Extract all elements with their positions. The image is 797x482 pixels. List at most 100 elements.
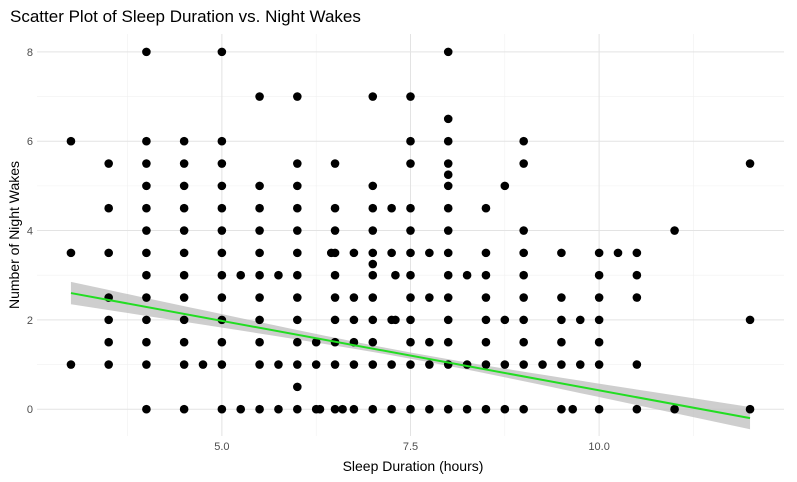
data-point bbox=[142, 226, 151, 235]
data-point bbox=[387, 360, 396, 369]
data-point bbox=[217, 248, 227, 258]
data-point bbox=[293, 404, 302, 414]
data-point bbox=[217, 136, 227, 146]
data-point bbox=[632, 360, 642, 369]
data-point bbox=[330, 270, 340, 280]
data-point bbox=[274, 360, 283, 369]
data-point bbox=[236, 404, 246, 414]
data-point bbox=[632, 404, 642, 414]
data-point bbox=[179, 203, 189, 213]
data-point bbox=[217, 293, 227, 302]
data-point bbox=[481, 203, 491, 213]
data-point bbox=[632, 270, 642, 280]
data-point bbox=[330, 293, 340, 302]
data-point bbox=[255, 181, 264, 191]
y-tick-label: 8 bbox=[27, 47, 33, 59]
data-point bbox=[443, 248, 453, 258]
data-point bbox=[632, 293, 642, 302]
data-point bbox=[594, 315, 604, 325]
data-point bbox=[179, 136, 189, 146]
data-point bbox=[142, 181, 151, 191]
data-point bbox=[142, 315, 151, 325]
data-point bbox=[481, 360, 491, 369]
y-tick-label: 0 bbox=[27, 404, 33, 416]
data-point bbox=[255, 293, 264, 302]
data-point bbox=[368, 404, 378, 414]
data-point bbox=[255, 270, 264, 280]
data-point bbox=[368, 203, 378, 213]
data-point bbox=[142, 248, 151, 258]
data-point bbox=[406, 248, 415, 258]
data-point bbox=[557, 404, 566, 414]
data-point bbox=[274, 270, 283, 280]
data-point bbox=[594, 404, 604, 414]
data-point bbox=[368, 92, 378, 101]
data-point bbox=[179, 315, 189, 325]
chart-title: Scatter Plot of Sleep Duration vs. Night… bbox=[10, 7, 361, 26]
data-point bbox=[293, 382, 302, 392]
data-point bbox=[538, 360, 547, 369]
data-point bbox=[293, 270, 302, 280]
data-point bbox=[179, 360, 189, 369]
data-point bbox=[255, 337, 264, 347]
data-point bbox=[575, 360, 585, 369]
data-point bbox=[425, 404, 434, 414]
y-tick-label: 2 bbox=[27, 315, 33, 327]
data-point bbox=[330, 159, 340, 168]
data-point bbox=[293, 248, 302, 258]
data-point bbox=[443, 315, 453, 325]
data-point bbox=[575, 315, 585, 325]
data-point bbox=[500, 315, 510, 325]
data-point bbox=[519, 360, 528, 369]
data-point bbox=[368, 248, 378, 258]
data-point bbox=[255, 248, 264, 258]
data-point bbox=[519, 159, 528, 168]
data-point bbox=[179, 404, 189, 414]
data-point bbox=[443, 181, 453, 191]
data-point bbox=[519, 226, 528, 235]
data-point bbox=[255, 404, 264, 414]
data-point bbox=[179, 293, 189, 302]
data-point bbox=[293, 181, 302, 191]
data-point bbox=[179, 337, 189, 347]
data-point bbox=[443, 203, 453, 213]
data-point bbox=[368, 315, 378, 325]
x-tick-label: 10.0 bbox=[588, 441, 609, 453]
data-point bbox=[142, 203, 151, 213]
data-point bbox=[557, 248, 566, 258]
data-point bbox=[349, 404, 359, 414]
data-point bbox=[387, 203, 396, 213]
data-point bbox=[481, 248, 491, 258]
data-point bbox=[217, 337, 227, 347]
data-point bbox=[391, 315, 400, 325]
data-point bbox=[293, 293, 302, 302]
data-point bbox=[274, 404, 283, 414]
data-point bbox=[406, 270, 415, 280]
data-point bbox=[142, 360, 151, 369]
x-tick-label: 5.0 bbox=[214, 441, 229, 453]
data-point bbox=[670, 226, 679, 235]
data-point bbox=[481, 404, 491, 414]
data-point bbox=[443, 170, 453, 179]
data-point bbox=[519, 248, 528, 258]
data-point bbox=[217, 226, 227, 235]
data-point bbox=[406, 293, 415, 302]
data-point bbox=[368, 293, 378, 302]
data-point bbox=[443, 226, 453, 235]
data-point bbox=[613, 248, 623, 258]
data-point bbox=[104, 203, 113, 213]
data-point bbox=[142, 293, 151, 302]
data-point bbox=[293, 360, 302, 369]
data-point bbox=[745, 315, 755, 325]
data-point bbox=[632, 248, 642, 258]
data-point bbox=[330, 226, 340, 235]
data-point bbox=[481, 293, 491, 302]
y-axis-title: Number of Night Wakes bbox=[6, 161, 22, 309]
data-point bbox=[594, 337, 604, 347]
x-tick-label: 7.5 bbox=[403, 441, 418, 453]
data-point bbox=[443, 136, 453, 146]
data-point bbox=[425, 293, 434, 302]
y-tick-label: 6 bbox=[27, 136, 33, 148]
data-point bbox=[368, 360, 378, 369]
data-point bbox=[255, 360, 264, 369]
